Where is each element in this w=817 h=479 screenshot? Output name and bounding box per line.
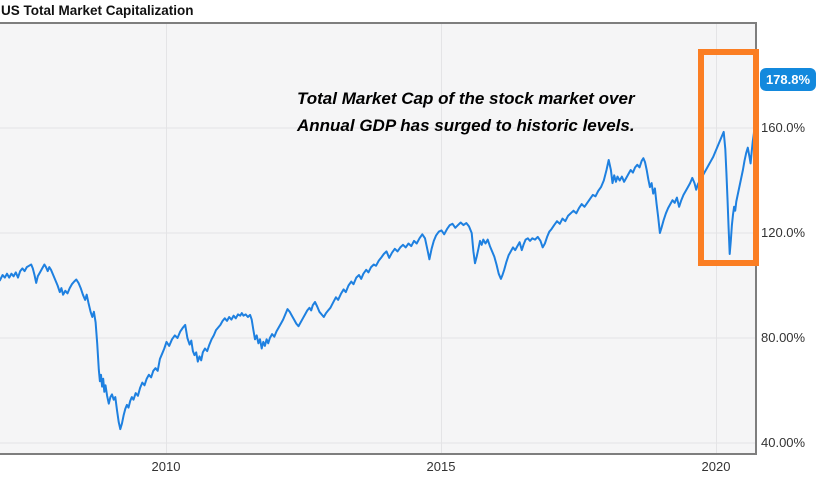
x-axis-label-2015: 2015 [426,459,456,474]
y-axis-label-120: 120.0% [761,225,806,240]
chart-annotation-text: Total Market Cap of the stock market ove… [297,85,635,139]
plot-background [0,22,757,455]
y-axis-label-80: 80.00% [761,330,806,345]
annotation-line-1: Total Market Cap of the stock market ove… [297,89,635,108]
highlight-rectangle [698,49,759,266]
market-cap-line-series [0,77,757,431]
current-value-badge: 178.8% [760,68,816,91]
annotation-line-2: Annual GDP has surged to historic levels… [297,116,635,135]
y-axis-label-160: 160.0% [761,120,806,135]
x-axis-label-2020: 2020 [701,459,731,474]
x-axis-label-2010: 2010 [151,459,181,474]
y-axis-label-40: 40.00% [761,435,806,450]
page-title: US Total Market Capitalization [1,3,194,18]
